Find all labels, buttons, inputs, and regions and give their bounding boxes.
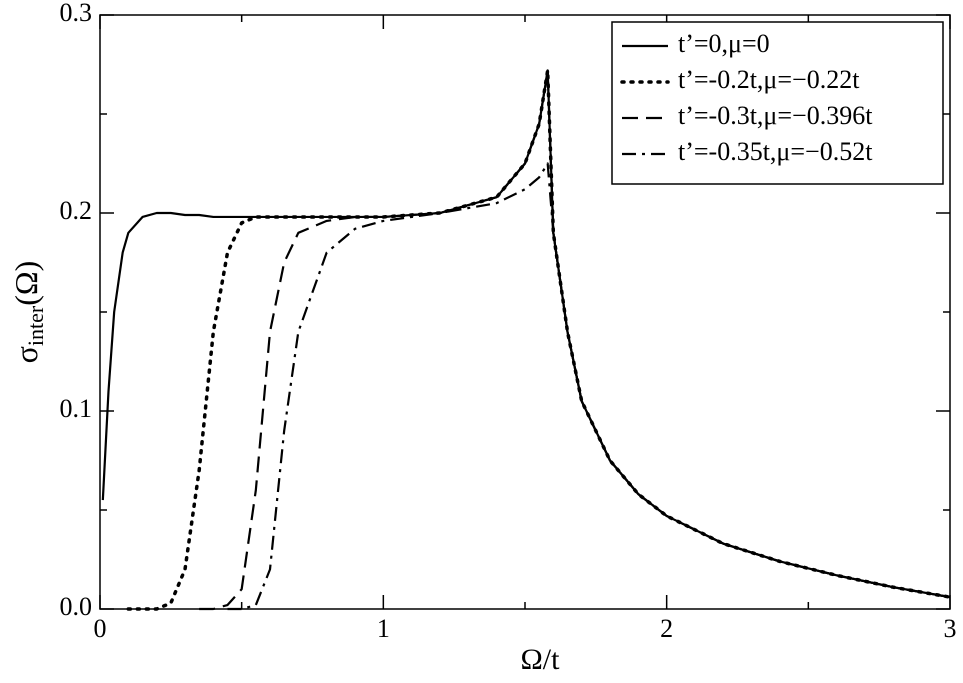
x-tick-label: 1	[377, 614, 390, 643]
legend-label: t’=-0.3t,μ=−0.396t	[678, 101, 873, 130]
x-tick-label: 0	[94, 614, 107, 643]
y-tick-label: 0.0	[60, 592, 93, 621]
legend-label: t’=0,μ=0	[678, 29, 770, 58]
x-tick-label: 2	[660, 614, 673, 643]
y-tick-label: 0.1	[60, 394, 93, 423]
x-tick-label: 3	[944, 614, 957, 643]
legend-box	[611, 21, 944, 185]
y-tick-label: 0.2	[60, 196, 93, 225]
y-tick-label: 0.3	[60, 0, 93, 27]
y-label-sub: inter	[23, 305, 48, 346]
legend-label: t’=-0.2t,μ=−0.22t	[678, 65, 860, 94]
y-label-base: σ	[8, 346, 44, 363]
legend-label: t’=-0.35t,μ=−0.52t	[678, 137, 873, 166]
y-label-tail: (Ω)	[8, 261, 44, 306]
series-line	[227, 162, 951, 611]
x-axis-label: Ω/t	[521, 643, 561, 676]
y-axis-label: σinter(Ω)	[8, 261, 48, 364]
